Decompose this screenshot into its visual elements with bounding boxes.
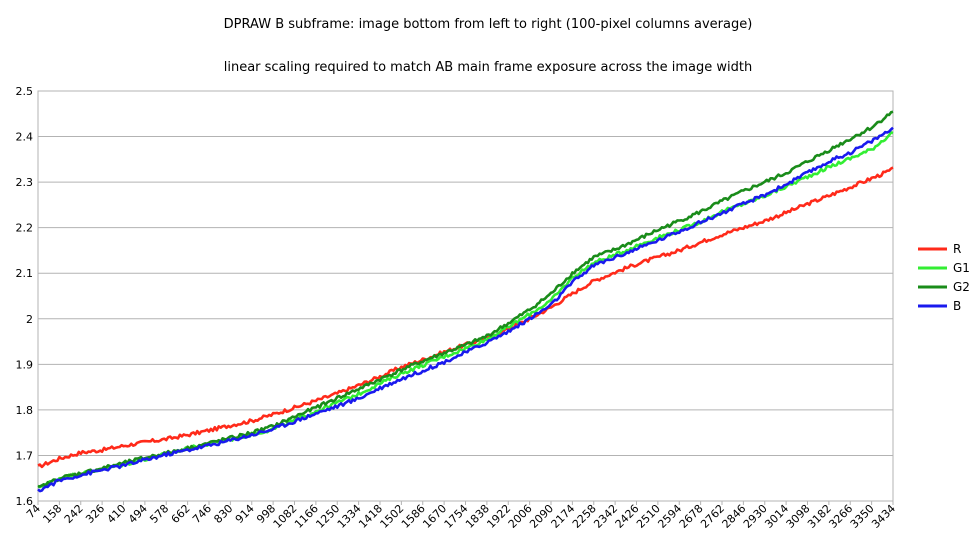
x-tick-label: 2510 bbox=[634, 502, 663, 531]
legend-label: G2 bbox=[953, 280, 970, 294]
x-tick-label: 2006 bbox=[506, 502, 535, 531]
x-tick-label: 1838 bbox=[463, 502, 492, 531]
x-tick-label: 3434 bbox=[869, 502, 898, 531]
x-tick-label: 1082 bbox=[271, 502, 300, 531]
y-tick-label: 1.9 bbox=[16, 358, 34, 371]
x-tick-label: 662 bbox=[169, 502, 193, 526]
x-tick-label: 2258 bbox=[570, 502, 599, 531]
x-tick-label: 2174 bbox=[549, 502, 578, 531]
x-tick-label: 2090 bbox=[527, 502, 556, 531]
x-tick-label: 1502 bbox=[378, 502, 407, 531]
x-tick-label: 2426 bbox=[613, 502, 642, 531]
x-tick-label: 746 bbox=[190, 502, 214, 526]
x-tick-label: 3350 bbox=[848, 502, 877, 531]
x-tick-label: 1754 bbox=[442, 502, 471, 531]
series-line-b bbox=[37, 126, 894, 493]
y-tick-label: 2.4 bbox=[16, 131, 34, 144]
legend-label: B bbox=[953, 299, 961, 313]
x-tick-label: 3182 bbox=[805, 502, 834, 531]
chart-subtitle: linear scaling required to match AB main… bbox=[224, 60, 753, 75]
x-tick-label: 2762 bbox=[698, 502, 727, 531]
x-tick-label: 2594 bbox=[655, 502, 684, 531]
x-tick-label: 3098 bbox=[784, 502, 813, 531]
x-tick-label: 326 bbox=[83, 502, 107, 526]
chart-title: DPRAW B subframe: image bottom from left… bbox=[224, 17, 753, 32]
x-tick-label: 2678 bbox=[677, 502, 706, 531]
x-tick-label: 1334 bbox=[335, 502, 364, 531]
y-tick-label: 2.2 bbox=[16, 222, 34, 235]
x-tick-label: 1250 bbox=[313, 502, 342, 531]
x-tick-label: 1166 bbox=[292, 502, 321, 531]
y-tick-label: 1.8 bbox=[16, 404, 34, 417]
y-tick-label: 2.5 bbox=[16, 85, 34, 98]
x-tick-label: 1418 bbox=[356, 502, 385, 531]
x-tick-label: 494 bbox=[126, 502, 150, 526]
x-tick-label: 2342 bbox=[591, 502, 620, 531]
y-tick-label: 1.7 bbox=[16, 449, 34, 462]
y-axis: 1.6 1.7 1.8 1.9 2 2.1 2.2 2.3 2.4 2.5 bbox=[16, 85, 34, 508]
x-tick-label: 578 bbox=[147, 502, 171, 526]
x-tick-label: 1922 bbox=[484, 502, 513, 531]
series-line-g1 bbox=[37, 131, 894, 489]
legend-label: G1 bbox=[953, 261, 970, 275]
series-lines bbox=[37, 110, 894, 493]
x-tick-label: 3266 bbox=[826, 502, 855, 531]
x-tick-label: 3014 bbox=[762, 502, 791, 531]
x-tick-label: 158 bbox=[40, 502, 64, 526]
y-tick-label: 2 bbox=[26, 313, 33, 326]
x-tick-label: 830 bbox=[211, 502, 235, 526]
y-tick-label: 1.6 bbox=[16, 495, 34, 508]
legend: R G1 G2 B bbox=[918, 242, 970, 313]
x-tick-label: 1670 bbox=[420, 502, 449, 531]
x-tick-label: 242 bbox=[62, 502, 86, 526]
x-axis: 7415824232641049457866274683091499810821… bbox=[24, 501, 898, 531]
x-tick-label: 1586 bbox=[399, 502, 428, 531]
legend-label: R bbox=[953, 242, 961, 256]
y-tick-label: 2.1 bbox=[16, 267, 34, 280]
x-tick-label: 914 bbox=[233, 502, 257, 526]
x-tick-label: 410 bbox=[105, 502, 129, 526]
series-line-r bbox=[37, 166, 894, 469]
x-tick-label: 2846 bbox=[720, 502, 749, 531]
x-tick-label: 2930 bbox=[741, 502, 770, 531]
y-tick-label: 2.3 bbox=[16, 176, 34, 189]
series-line-g2 bbox=[37, 110, 894, 488]
